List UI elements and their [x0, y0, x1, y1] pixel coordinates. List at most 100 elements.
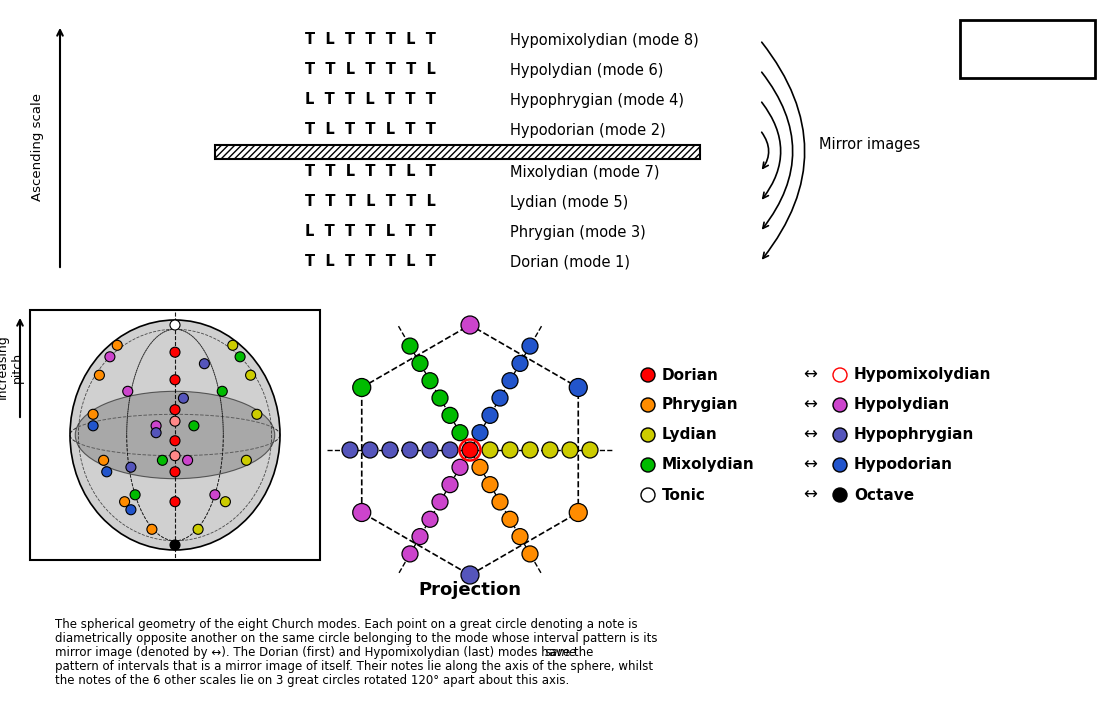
Circle shape	[422, 442, 438, 458]
Circle shape	[199, 359, 209, 369]
Circle shape	[472, 425, 488, 441]
Circle shape	[641, 488, 655, 502]
Circle shape	[170, 540, 180, 550]
Text: The spherical geometry of the eight Church modes. Each point on a great circle d: The spherical geometry of the eight Chur…	[56, 618, 638, 631]
Circle shape	[218, 386, 228, 396]
Text: Tonic: Tonic	[662, 487, 705, 503]
Circle shape	[170, 404, 180, 415]
Circle shape	[179, 393, 189, 403]
Circle shape	[482, 442, 498, 458]
Circle shape	[482, 477, 498, 493]
Circle shape	[641, 428, 655, 442]
Text: L = 243/128: L = 243/128	[972, 53, 1083, 71]
Circle shape	[210, 490, 220, 500]
Circle shape	[461, 566, 479, 584]
Text: Hypolydian (mode 6): Hypolydian (mode 6)	[510, 62, 663, 78]
Circle shape	[492, 390, 508, 406]
Text: Phrygian (mode 3): Phrygian (mode 3)	[510, 224, 645, 240]
Circle shape	[228, 340, 238, 350]
Text: T = 9/8: T = 9/8	[994, 29, 1061, 47]
Circle shape	[452, 425, 468, 441]
Circle shape	[252, 409, 262, 419]
Circle shape	[236, 352, 246, 362]
Circle shape	[241, 456, 251, 465]
Circle shape	[512, 355, 528, 372]
Circle shape	[432, 494, 448, 510]
Text: Hypophrygian: Hypophrygian	[854, 428, 974, 442]
Text: Octave: Octave	[854, 487, 914, 503]
Circle shape	[170, 375, 180, 385]
Circle shape	[641, 398, 655, 412]
Circle shape	[562, 442, 578, 458]
Circle shape	[402, 338, 418, 354]
Circle shape	[112, 340, 122, 350]
Circle shape	[462, 442, 478, 458]
Circle shape	[412, 529, 428, 545]
Circle shape	[170, 467, 180, 477]
Text: Mixolydian (mode 7): Mixolydian (mode 7)	[510, 165, 660, 179]
Circle shape	[569, 503, 588, 522]
Circle shape	[193, 524, 203, 534]
Circle shape	[170, 451, 180, 461]
Circle shape	[104, 352, 114, 362]
Text: Hypolydian: Hypolydian	[854, 397, 950, 412]
Circle shape	[102, 467, 112, 477]
Circle shape	[582, 442, 598, 458]
Circle shape	[402, 442, 418, 458]
Text: T  L  T  T  T  L  T: T L T T T L T	[304, 32, 436, 48]
Text: Mirror images: Mirror images	[820, 137, 921, 153]
Text: Dorian (mode 1): Dorian (mode 1)	[510, 254, 630, 269]
Text: T  T  L  T  T  T  L: T T L T T T L	[304, 62, 436, 78]
Circle shape	[442, 442, 458, 458]
Bar	[216, 145, 700, 159]
Circle shape	[442, 477, 458, 493]
Circle shape	[472, 459, 488, 475]
Circle shape	[94, 370, 104, 380]
Text: T  T  T  L  T  T  L: T T T L T T L	[304, 194, 436, 210]
Circle shape	[189, 421, 199, 431]
Text: Lydian: Lydian	[662, 428, 718, 442]
Circle shape	[502, 511, 518, 527]
Circle shape	[342, 442, 358, 458]
Circle shape	[492, 494, 508, 510]
Text: Hypodorian (mode 2): Hypodorian (mode 2)	[510, 123, 665, 137]
Circle shape	[122, 386, 132, 396]
Circle shape	[246, 370, 256, 380]
Circle shape	[432, 390, 448, 406]
Circle shape	[151, 421, 161, 431]
Text: the notes of the 6 other scales lie on 3 great circles rotated 120° apart about : the notes of the 6 other scales lie on 3…	[56, 674, 569, 687]
Circle shape	[88, 421, 98, 431]
Text: T  L  T  T  T  L  T: T L T T T L T	[304, 254, 436, 269]
Circle shape	[220, 497, 230, 507]
Text: L  T  T  L  T  T  T: L T T L T T T	[304, 93, 436, 107]
Circle shape	[182, 456, 192, 465]
Circle shape	[542, 442, 558, 458]
Circle shape	[130, 490, 140, 500]
Circle shape	[442, 407, 458, 423]
Circle shape	[126, 462, 136, 472]
Circle shape	[88, 409, 98, 419]
Circle shape	[461, 316, 479, 334]
Text: Hypodorian: Hypodorian	[854, 458, 953, 472]
Text: Hypophrygian (mode 4): Hypophrygian (mode 4)	[510, 93, 684, 107]
Circle shape	[833, 398, 847, 412]
Ellipse shape	[70, 320, 280, 550]
Circle shape	[502, 442, 518, 458]
Text: ↔: ↔	[803, 426, 817, 444]
Text: Lydian (mode 5): Lydian (mode 5)	[510, 194, 628, 210]
Text: ↔: ↔	[803, 456, 817, 474]
Circle shape	[120, 497, 130, 507]
Text: L  T  T  T  L  T  T: L T T T L T T	[304, 224, 436, 240]
Bar	[960, 20, 1095, 78]
Circle shape	[353, 379, 371, 397]
Text: T  L  T  T  L  T  T: T L T T L T T	[304, 123, 436, 137]
Text: ↔: ↔	[803, 366, 817, 384]
Circle shape	[362, 442, 378, 458]
Circle shape	[482, 407, 498, 423]
Circle shape	[833, 368, 847, 382]
Circle shape	[422, 373, 438, 389]
Circle shape	[99, 456, 109, 465]
Circle shape	[833, 458, 847, 472]
Text: Projection: Projection	[419, 581, 521, 599]
Circle shape	[502, 373, 518, 389]
